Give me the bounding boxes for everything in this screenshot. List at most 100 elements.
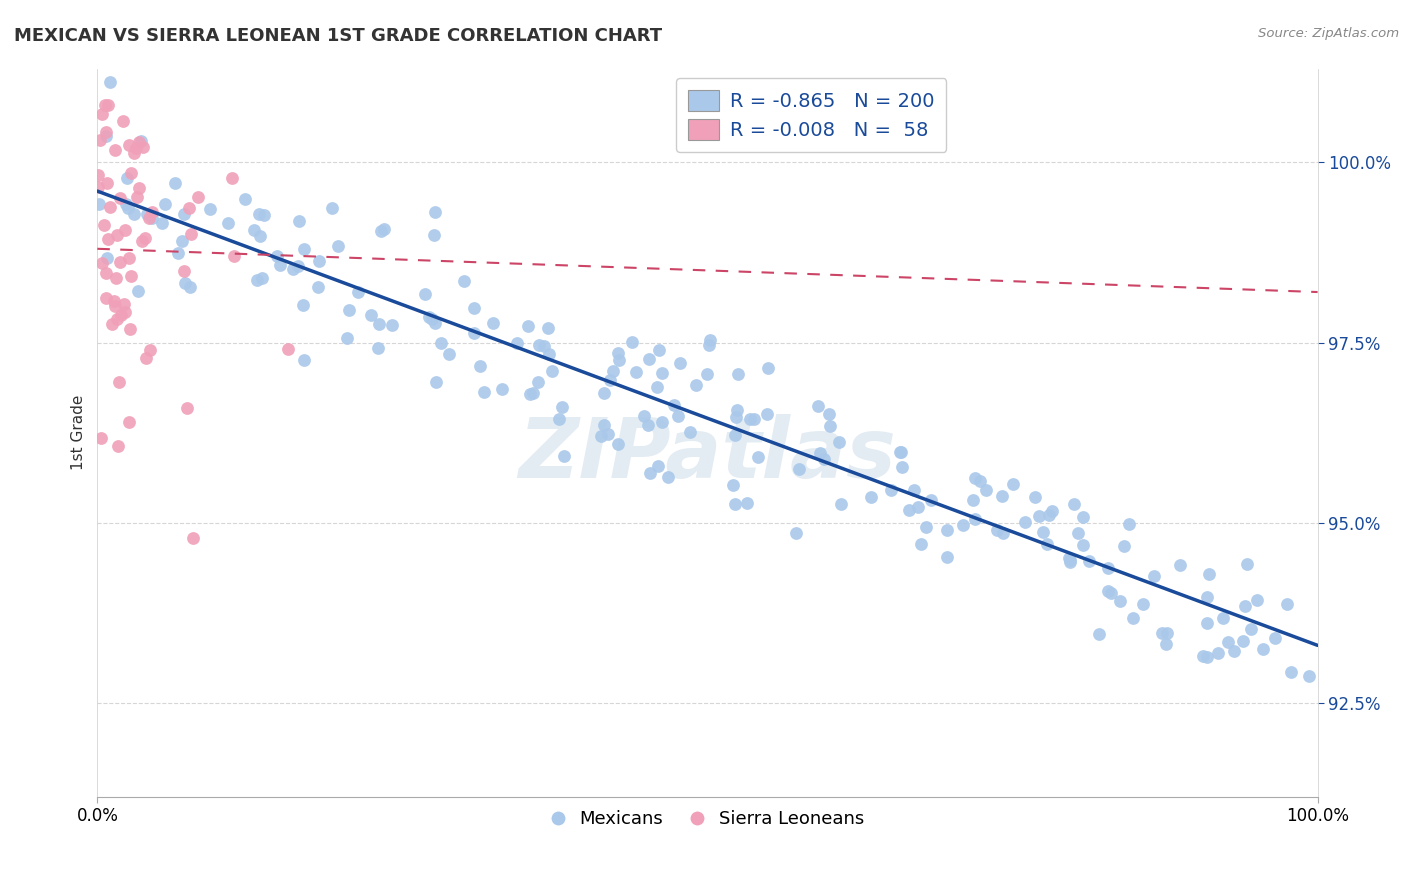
Point [828, 434, 851, 449]
Point [1059, 553, 1081, 567]
Point [963, 512, 986, 526]
Point [107, 439, 129, 453]
Point [96, 176, 118, 190]
Point [110, 308, 132, 322]
Point [685, 378, 707, 392]
Y-axis label: 1st Grade: 1st Grade [72, 395, 86, 470]
Point [1028, 509, 1050, 524]
Point [367, 341, 389, 355]
Point [224, 249, 246, 263]
Point [756, 360, 779, 375]
Point [974, 483, 997, 497]
Point [98, 75, 121, 89]
Point [105, 228, 128, 243]
Point [292, 352, 315, 367]
Point [321, 201, 343, 215]
Point [269, 258, 291, 272]
Point [1038, 508, 1060, 523]
Point [602, 364, 624, 378]
Point [1088, 627, 1111, 641]
Point [336, 331, 359, 345]
Point [679, 425, 702, 440]
Point [413, 287, 436, 301]
Point [724, 409, 747, 424]
Point [1234, 599, 1257, 614]
Point [990, 490, 1012, 504]
Point [114, 197, 136, 211]
Point [607, 437, 630, 451]
Point [519, 387, 541, 401]
Point [120, 166, 142, 180]
Point [423, 227, 446, 242]
Point [1195, 650, 1218, 665]
Point [647, 459, 669, 474]
Point [1198, 567, 1220, 582]
Point [217, 216, 239, 230]
Point [247, 207, 270, 221]
Point [141, 205, 163, 219]
Point [725, 403, 748, 417]
Point [307, 280, 329, 294]
Point [170, 234, 193, 248]
Text: MEXICAN VS SIERRA LEONEAN 1ST GRADE CORRELATION CHART: MEXICAN VS SIERRA LEONEAN 1ST GRADE CORR… [14, 27, 662, 45]
Point [1108, 594, 1130, 608]
Point [1156, 626, 1178, 640]
Point [1222, 644, 1244, 658]
Text: ZIPatlas: ZIPatlas [519, 414, 897, 495]
Point [538, 346, 561, 360]
Point [118, 415, 141, 429]
Point [463, 301, 485, 315]
Point [250, 271, 273, 285]
Point [1071, 538, 1094, 552]
Point [724, 497, 747, 511]
Point [1099, 585, 1122, 599]
Point [533, 339, 555, 353]
Point [624, 365, 647, 379]
Point [522, 385, 544, 400]
Point [638, 466, 661, 480]
Point [129, 134, 152, 148]
Point [1143, 569, 1166, 583]
Point [187, 190, 209, 204]
Point [696, 367, 718, 381]
Point [370, 224, 392, 238]
Point [328, 238, 350, 252]
Point [308, 253, 330, 268]
Point [114, 305, 136, 319]
Point [153, 197, 176, 211]
Point [373, 222, 395, 236]
Point [1014, 515, 1036, 529]
Point [737, 496, 759, 510]
Point [638, 351, 661, 366]
Point [420, 312, 443, 326]
Point [90, 256, 112, 270]
Point [93, 219, 115, 233]
Point [97, 97, 120, 112]
Point [112, 297, 135, 311]
Point [666, 409, 689, 424]
Text: Source: ZipAtlas.com: Source: ZipAtlas.com [1258, 27, 1399, 40]
Point [423, 205, 446, 219]
Point [1097, 583, 1119, 598]
Point [437, 347, 460, 361]
Point [807, 399, 830, 413]
Point [669, 356, 692, 370]
Point [651, 415, 673, 429]
Point [986, 523, 1008, 537]
Point [166, 246, 188, 260]
Point [1168, 558, 1191, 572]
Point [1251, 641, 1274, 656]
Point [472, 385, 495, 400]
Point [242, 222, 264, 236]
Point [1057, 551, 1080, 566]
Point [463, 326, 485, 341]
Point [120, 269, 142, 284]
Point [111, 114, 134, 128]
Point [425, 375, 447, 389]
Point [1277, 597, 1299, 611]
Point [596, 427, 619, 442]
Point [645, 380, 668, 394]
Point [482, 316, 505, 330]
Point [1032, 524, 1054, 539]
Point [1152, 626, 1174, 640]
